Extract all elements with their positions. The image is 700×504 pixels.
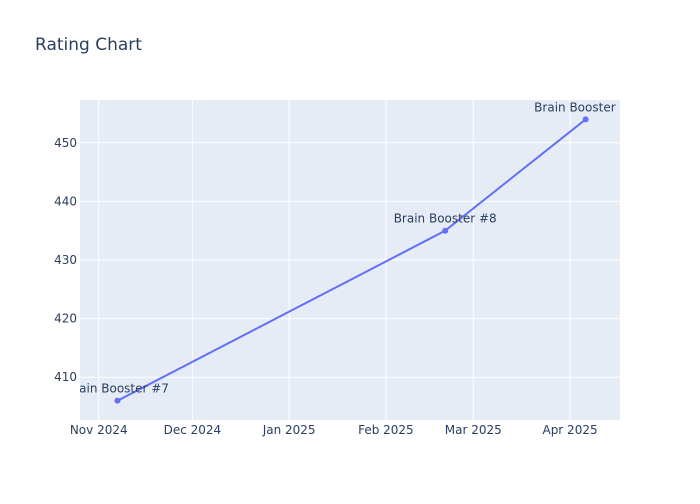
x-tick-label: Feb 2025 <box>358 423 414 437</box>
x-tick-label: Apr 2025 <box>542 423 597 437</box>
y-tick-label: 410 <box>54 370 77 384</box>
data-point <box>114 397 121 404</box>
gridlines <box>80 100 620 420</box>
x-tick-label: Dec 2024 <box>164 423 222 437</box>
data-point <box>582 116 589 123</box>
data-label: Brain Booster #7 <box>66 382 169 396</box>
data-label: Brain Booster #9 <box>534 100 637 114</box>
x-tick-label: Mar 2025 <box>445 423 502 437</box>
axis-ticks: Nov 2024 Dec 2024 Jan 2025 Feb 2025 Mar 2025… <box>54 136 598 437</box>
y-tick-label: 420 <box>54 312 77 326</box>
data-labels: Brain Booster #7 Brain Booster #8 Brain Bo… <box>66 100 637 396</box>
y-tick-label: 430 <box>54 253 77 267</box>
data-point <box>442 227 449 234</box>
y-tick-label: 440 <box>54 194 77 208</box>
x-tick-label: Nov 2024 <box>70 423 128 437</box>
y-tick-label: 450 <box>54 136 77 150</box>
x-tick-label: Jan 2025 <box>262 423 316 437</box>
data-label: Brain Booster #8 <box>394 212 497 226</box>
chart-title: Rating Chart <box>35 35 142 55</box>
data-points <box>114 116 589 404</box>
